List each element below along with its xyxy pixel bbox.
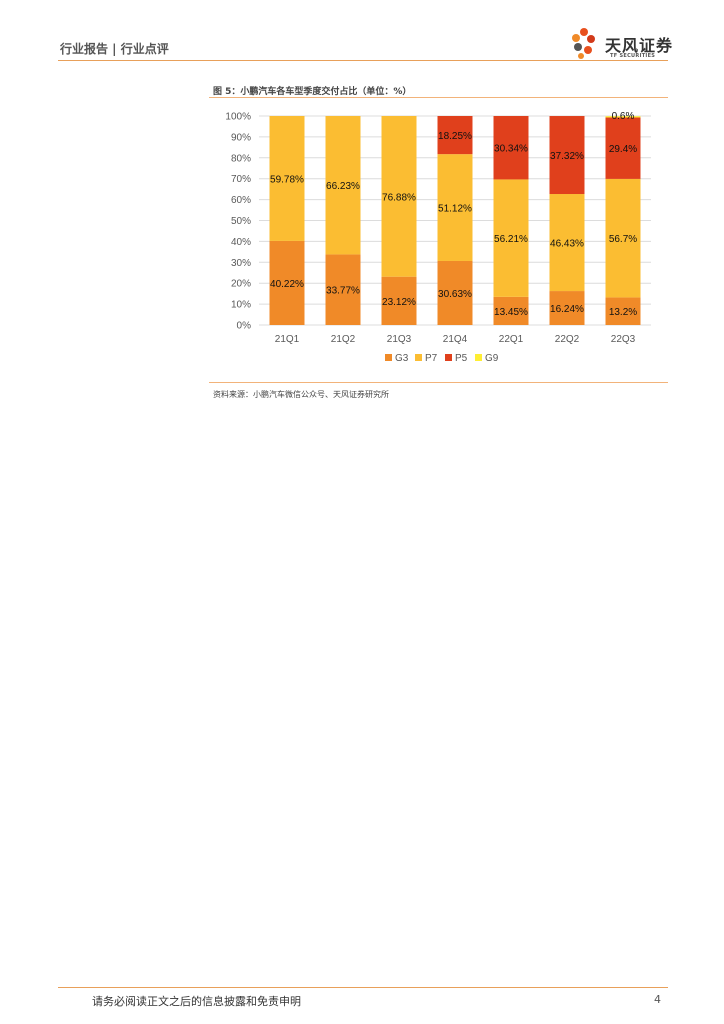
- data-label: 29.4%: [609, 144, 637, 155]
- company-logo: 天风证券 TF SECURITIES: [569, 25, 679, 61]
- x-tick-label: 21Q4: [443, 334, 468, 345]
- bar-segment-p7: [437, 154, 473, 261]
- flower-logo-icon: [572, 28, 595, 59]
- page-number: 4: [654, 993, 661, 1006]
- legend-swatch-p7: [415, 354, 422, 361]
- y-tick-label: 80%: [231, 153, 251, 164]
- figure-title: 图 5：小鹏汽车各车型季度交付占比（单位：%）: [213, 87, 412, 97]
- bar-segment-g3: [325, 254, 361, 325]
- footer-divider: [58, 987, 668, 988]
- figure-top-rule: [209, 97, 668, 98]
- bar-segment-p5: [605, 117, 641, 179]
- bar-segment-g3: [437, 260, 473, 325]
- x-tick-label: 21Q1: [275, 334, 300, 345]
- bar-segment-p5: [437, 116, 473, 155]
- y-tick-label: 10%: [231, 300, 251, 311]
- data-label: 18.25%: [438, 131, 472, 142]
- data-label: 0.6%: [612, 111, 635, 122]
- bar-segment-p7: [549, 194, 585, 292]
- y-tick-label: 100%: [225, 112, 251, 123]
- logo-chinese-name: 天风证券: [605, 36, 674, 55]
- data-label: 46.43%: [550, 239, 584, 250]
- y-tick-label: 70%: [231, 174, 251, 185]
- data-label: 40.22%: [270, 279, 304, 290]
- legend-swatch-g3: [385, 354, 392, 361]
- figure-source: 资料来源：小鹏汽车微信公众号、天风证券研究所: [213, 390, 389, 399]
- legend-label: G3: [395, 353, 409, 364]
- bar-segment-g3: [549, 291, 585, 325]
- data-label: 56.7%: [609, 234, 637, 245]
- data-label: 76.88%: [382, 192, 416, 203]
- bar-segment-g3: [605, 297, 641, 325]
- legend-swatch-p5: [445, 354, 452, 361]
- y-tick-label: 50%: [231, 216, 251, 227]
- logo-english-name: TF SECURITIES: [610, 53, 656, 59]
- data-label: 30.34%: [494, 144, 528, 155]
- bar-segment-g3: [269, 240, 305, 325]
- data-label: 37.32%: [550, 151, 584, 162]
- data-label: 33.77%: [326, 286, 360, 297]
- data-label: 23.12%: [382, 297, 416, 308]
- y-tick-label: 60%: [231, 195, 251, 206]
- legend-label: P7: [425, 353, 438, 364]
- bar-segment-p7: [381, 116, 417, 277]
- y-tick-label: 90%: [231, 132, 251, 143]
- data-label: 59.78%: [270, 174, 304, 185]
- stacked-bar-chart: 0% 10% 20% 30% 40% 50% 60% 70% 80% 90% 100% 21Q1 21Q…: [225, 111, 651, 364]
- legend-swatch-g9: [475, 354, 482, 361]
- legend-label: P5: [455, 353, 468, 364]
- bar-segment-p5: [549, 116, 585, 195]
- bar-segment-g3: [381, 276, 417, 325]
- data-label: 56.21%: [494, 234, 528, 245]
- x-tick-label: 21Q3: [387, 334, 412, 345]
- bar-segment-p5: [493, 116, 529, 180]
- data-label: 13.2%: [609, 307, 637, 318]
- data-label: 16.24%: [550, 304, 584, 315]
- x-tick-label: 22Q2: [555, 334, 580, 345]
- bar-segment-p7: [325, 116, 361, 255]
- figure-bottom-rule: [209, 382, 668, 383]
- header-divider: [58, 60, 668, 61]
- footer-disclaimer: 请务必阅读正文之后的信息披露和免责申明: [92, 995, 301, 1008]
- data-label: 51.12%: [438, 204, 472, 215]
- x-tick-label: 21Q2: [331, 334, 356, 345]
- y-tick-label: 40%: [231, 237, 251, 248]
- x-tick-label: 22Q3: [611, 334, 636, 345]
- bar-segment-g9: [605, 116, 641, 118]
- legend-label: G9: [485, 353, 499, 364]
- data-label: 66.23%: [326, 181, 360, 192]
- bar-segment-g3: [493, 296, 529, 325]
- y-tick-label: 0%: [237, 321, 252, 332]
- report-category: 行业报告 | 行业点评: [60, 42, 169, 56]
- bar-segment-p7: [269, 116, 305, 241]
- data-label: 13.45%: [494, 307, 528, 318]
- bar-segment-p7: [605, 178, 641, 298]
- bar-segment-p7: [493, 179, 529, 297]
- y-tick-label: 30%: [231, 258, 251, 269]
- x-tick-label: 22Q1: [499, 334, 524, 345]
- y-tick-label: 20%: [231, 279, 251, 290]
- data-label: 30.63%: [438, 289, 472, 300]
